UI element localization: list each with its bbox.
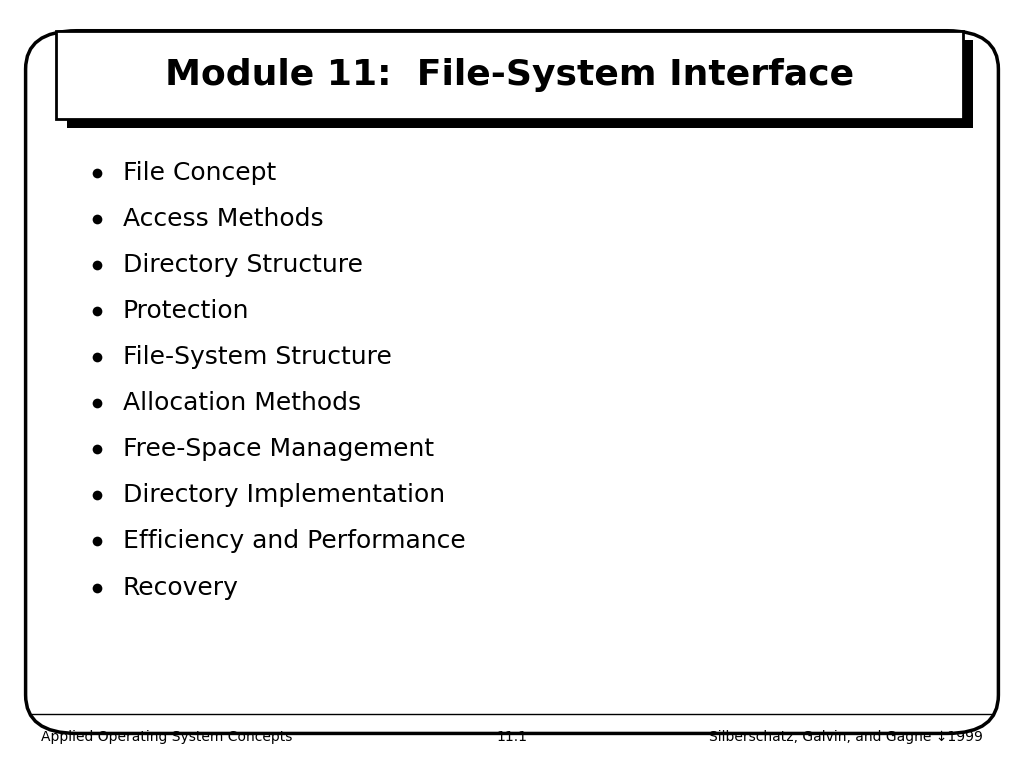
Bar bbox=[56, 31, 963, 119]
Text: Silberschatz, Galvin, and Gagne ↓1999: Silberschatz, Galvin, and Gagne ↓1999 bbox=[710, 730, 983, 744]
Text: Access Methods: Access Methods bbox=[123, 207, 324, 231]
Text: File Concept: File Concept bbox=[123, 161, 276, 185]
Text: Directory Structure: Directory Structure bbox=[123, 253, 362, 277]
Text: Applied Operating System Concepts: Applied Operating System Concepts bbox=[41, 730, 292, 744]
Text: Efficiency and Performance: Efficiency and Performance bbox=[123, 529, 466, 554]
Text: Protection: Protection bbox=[123, 299, 250, 323]
Text: Allocation Methods: Allocation Methods bbox=[123, 391, 361, 415]
FancyBboxPatch shape bbox=[26, 31, 998, 733]
Text: Directory Implementation: Directory Implementation bbox=[123, 483, 445, 508]
Text: Recovery: Recovery bbox=[123, 575, 239, 600]
Bar bbox=[67, 40, 973, 128]
Text: Module 11:  File-System Interface: Module 11: File-System Interface bbox=[165, 58, 854, 92]
Text: Free-Space Management: Free-Space Management bbox=[123, 437, 434, 462]
Text: File-System Structure: File-System Structure bbox=[123, 345, 392, 369]
Text: 11.1: 11.1 bbox=[497, 730, 527, 744]
